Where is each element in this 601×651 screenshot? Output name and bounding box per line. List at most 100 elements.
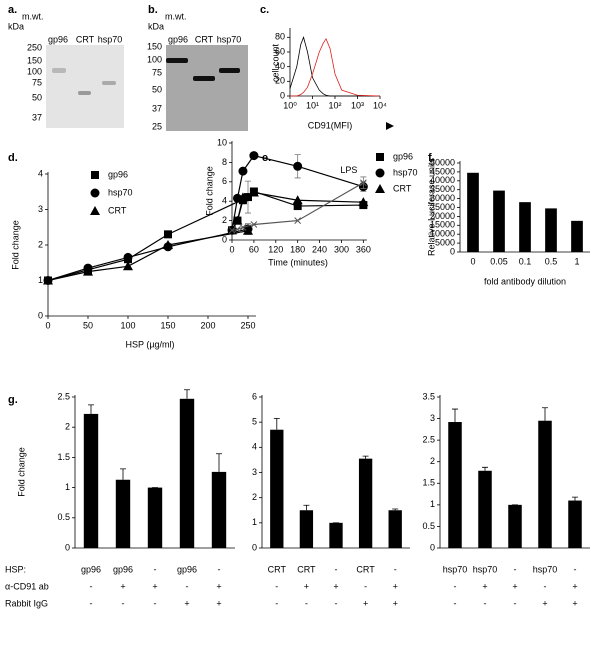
- error-bar: [303, 504, 310, 511]
- marker: [293, 202, 302, 211]
- marker: [83, 266, 93, 276]
- y-tick-label: 0.5: [422, 521, 435, 531]
- bar: [519, 202, 531, 252]
- marker: [238, 166, 248, 176]
- mw-marker: 37: [152, 103, 162, 113]
- legend-label: hsp70: [108, 187, 133, 197]
- legend-label: gp96: [393, 151, 413, 161]
- bar: [448, 422, 462, 548]
- y-axis-label: Fold change: [16, 447, 26, 497]
- y-tick-label: 20000: [430, 211, 455, 221]
- mw-marker: 50: [152, 84, 162, 94]
- x-tick-label: 250: [240, 320, 255, 330]
- y-tick-label: 3: [38, 204, 43, 214]
- mw-unit: kDa: [148, 21, 164, 31]
- bar: [358, 458, 373, 548]
- x-tick-label: 0.5: [545, 256, 558, 266]
- y-tick-label: 1.5: [422, 478, 435, 488]
- marker: [232, 215, 243, 225]
- y-tick-label: 10: [217, 137, 227, 147]
- condition-label: hsp70: [533, 564, 558, 574]
- series-line: [231, 154, 364, 231]
- bar: [538, 420, 552, 548]
- x-tick-label: 0: [229, 244, 234, 254]
- marker: [358, 197, 369, 207]
- bar: [508, 504, 522, 548]
- y-tick-label: 1: [38, 275, 43, 285]
- condition-label: +: [304, 581, 309, 591]
- y-tick-label: 0: [65, 542, 70, 552]
- bar: [571, 220, 583, 252]
- y-tick-label: 0.5: [57, 512, 70, 522]
- y-tick-label: 3: [252, 467, 257, 477]
- panel-label: a.: [8, 4, 17, 16]
- legend-label: gp96: [108, 169, 128, 179]
- axis-arrow: [386, 122, 394, 130]
- error-bar: [273, 417, 280, 430]
- condition-label: gp96: [113, 564, 133, 574]
- series-annotation: LPS: [340, 165, 357, 175]
- y-tick-label: 20: [275, 76, 285, 86]
- condition-label: -: [275, 598, 278, 608]
- x-tick-label: 50: [83, 320, 93, 330]
- condition-label: -: [484, 598, 487, 608]
- panel-label: b.: [148, 4, 158, 16]
- y-tick-label: 2.5: [422, 435, 435, 445]
- condition-label: +: [152, 581, 157, 591]
- series-line: [231, 182, 364, 231]
- blot-image: [46, 45, 124, 128]
- panel-label: g.: [8, 394, 18, 406]
- legend-marker: [375, 168, 385, 178]
- condition-label: -: [394, 564, 397, 574]
- y-tick-label: 60: [275, 46, 285, 56]
- condition-label: gp96: [177, 564, 197, 574]
- condition-label: -: [154, 598, 157, 608]
- condition-label: +: [333, 581, 338, 591]
- condition-label: -: [364, 581, 367, 591]
- bar: [329, 522, 343, 548]
- row-label: α-CD91 ab: [5, 581, 49, 591]
- legend-marker: [375, 184, 385, 193]
- marker: [234, 225, 241, 233]
- y-tick-label: 5: [252, 417, 257, 427]
- y-tick-label: 1.5: [57, 452, 70, 462]
- x-tick-label: 200: [200, 320, 215, 330]
- panel-label: e.: [262, 152, 271, 164]
- x-axis-label: CD91(MFI): [308, 120, 353, 130]
- mw-title: m.wt.: [165, 11, 187, 21]
- marker: [244, 193, 252, 202]
- condition-label: +: [120, 581, 125, 591]
- marker: [123, 261, 133, 271]
- x-tick-label: 10³: [351, 100, 364, 110]
- band: [52, 68, 66, 73]
- y-tick-label: 80: [275, 32, 285, 42]
- x-tick-label: 10¹: [306, 100, 319, 110]
- y-tick-label: 15000: [430, 220, 455, 230]
- marker: [237, 192, 248, 202]
- condition-label: +: [216, 581, 221, 591]
- marker: [43, 275, 53, 285]
- condition-label: -: [335, 598, 338, 608]
- y-tick-label: 3.5: [422, 391, 435, 401]
- marker: [293, 161, 303, 171]
- mw-marker: 75: [32, 77, 42, 87]
- condition-label: -: [218, 564, 221, 574]
- condition-label: +: [184, 598, 189, 608]
- mw-title: m.wt.: [22, 11, 44, 21]
- y-tick-label: 1: [252, 517, 257, 527]
- condition-label: +: [482, 581, 487, 591]
- x-tick-label: 60: [249, 244, 259, 254]
- mw-marker: 50: [32, 92, 42, 102]
- marker: [123, 252, 133, 262]
- mw-marker: 25: [152, 121, 162, 131]
- mw-marker: 250: [27, 42, 42, 52]
- y-tick-label: 0: [222, 234, 227, 244]
- legend-label: CRT: [393, 183, 412, 193]
- y-tick-label: 0: [430, 542, 435, 552]
- mw-marker: 150: [147, 41, 162, 51]
- condition-label: -: [90, 581, 93, 591]
- bar: [83, 413, 99, 548]
- condition-label: +: [363, 598, 368, 608]
- panel-label: c.: [260, 4, 269, 16]
- condition-label: -: [305, 598, 308, 608]
